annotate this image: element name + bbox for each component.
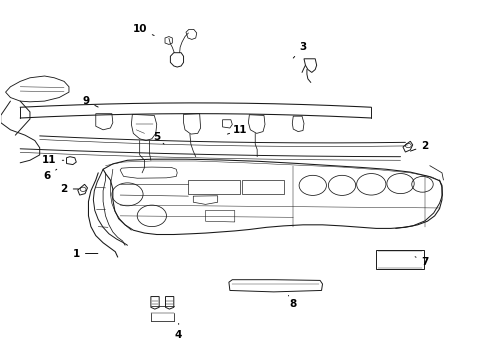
Text: 11: 11	[227, 125, 246, 135]
Text: 2: 2	[409, 141, 427, 151]
Text: 2: 2	[61, 184, 78, 194]
Text: 3: 3	[293, 42, 306, 58]
Text: 7: 7	[414, 257, 427, 267]
Text: 5: 5	[153, 132, 163, 144]
Text: 10: 10	[132, 24, 154, 36]
Text: 6: 6	[43, 169, 57, 181]
Text: 1: 1	[73, 248, 98, 258]
Text: 11: 11	[42, 155, 63, 165]
Text: 4: 4	[175, 323, 182, 340]
Text: 9: 9	[82, 96, 98, 107]
Text: 8: 8	[288, 296, 296, 309]
